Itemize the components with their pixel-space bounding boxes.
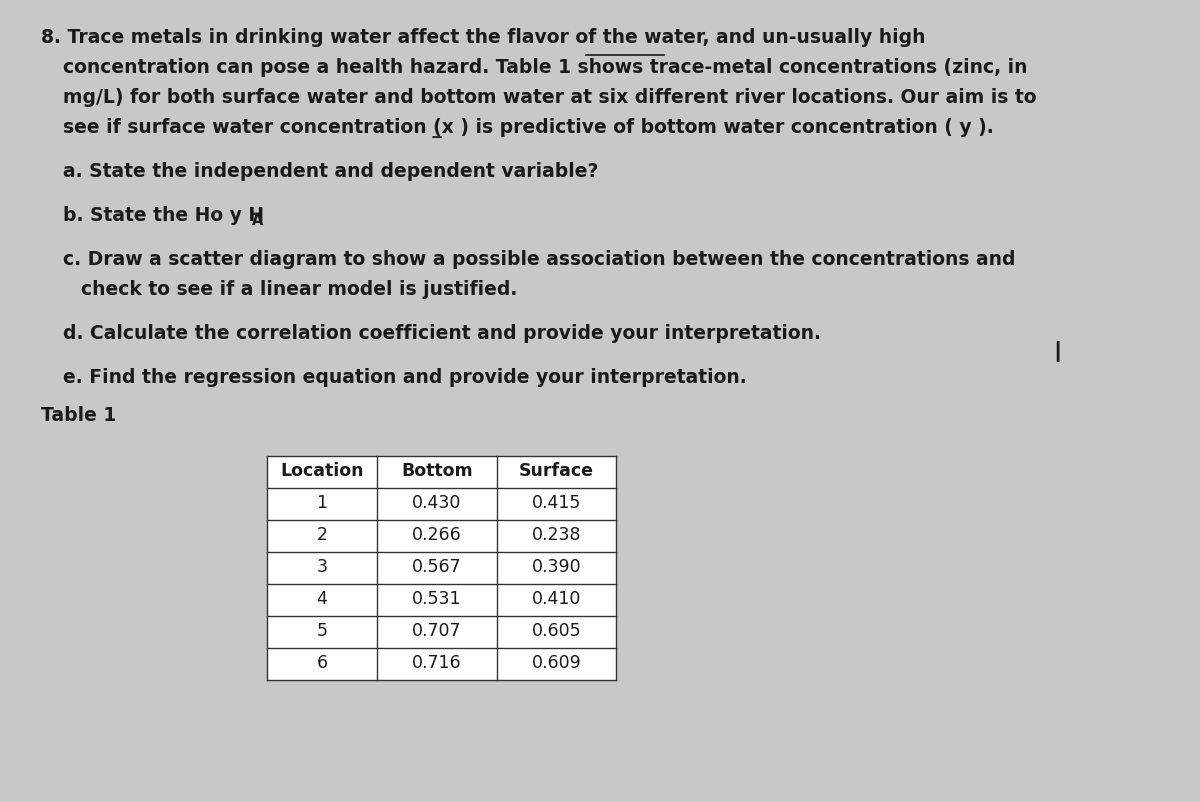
Text: 8. Trace metals in drinking water affect the flavor of the water, and un-usually: 8. Trace metals in drinking water affect… — [41, 28, 926, 47]
Text: 0.266: 0.266 — [412, 526, 462, 544]
Text: 0.390: 0.390 — [532, 558, 581, 576]
Text: 2: 2 — [317, 526, 328, 544]
Text: 5: 5 — [317, 622, 328, 640]
Text: concentration can pose a health hazard. Table 1 shows trace-metal concentrations: concentration can pose a health hazard. … — [62, 58, 1027, 77]
Text: 0.605: 0.605 — [532, 622, 581, 640]
Text: Surface: Surface — [518, 462, 594, 480]
Text: Bottom: Bottom — [401, 462, 473, 480]
Text: 0.609: 0.609 — [532, 654, 581, 672]
Text: b. State the Ho y H: b. State the Ho y H — [62, 206, 264, 225]
Text: e. Find the regression equation and provide your interpretation.: e. Find the regression equation and prov… — [62, 368, 746, 387]
Text: Location: Location — [280, 462, 364, 480]
Text: see if surface water concentration (̲x ) is predictive of bottom water concentra: see if surface water concentration (̲x )… — [62, 118, 994, 138]
Text: a. State the independent and dependent variable?: a. State the independent and dependent v… — [62, 162, 598, 181]
Text: 0.707: 0.707 — [412, 622, 462, 640]
Bar — [266, 456, 617, 680]
Text: 6: 6 — [317, 654, 328, 672]
Text: 1: 1 — [317, 494, 328, 512]
Text: 0.531: 0.531 — [412, 590, 462, 608]
Text: 0.430: 0.430 — [413, 494, 462, 512]
Text: c. Draw a scatter diagram to show a possible association between the concentrati: c. Draw a scatter diagram to show a poss… — [62, 250, 1015, 269]
Text: 0.716: 0.716 — [412, 654, 462, 672]
Text: 0.410: 0.410 — [532, 590, 581, 608]
Text: Table 1: Table 1 — [41, 406, 116, 425]
Text: 3: 3 — [317, 558, 328, 576]
Text: I: I — [1054, 340, 1062, 368]
Text: d. Calculate the correlation coefficient and provide your interpretation.: d. Calculate the correlation coefficient… — [62, 324, 821, 343]
Text: 0.238: 0.238 — [532, 526, 581, 544]
Text: 4: 4 — [317, 590, 328, 608]
Text: mg/L) for both surface water and bottom water at six different river locations. : mg/L) for both surface water and bottom … — [62, 88, 1036, 107]
Text: 0.567: 0.567 — [412, 558, 462, 576]
Text: A: A — [252, 213, 264, 228]
Text: check to see if a linear model is justified.: check to see if a linear model is justif… — [80, 280, 517, 299]
Text: 0.415: 0.415 — [532, 494, 581, 512]
